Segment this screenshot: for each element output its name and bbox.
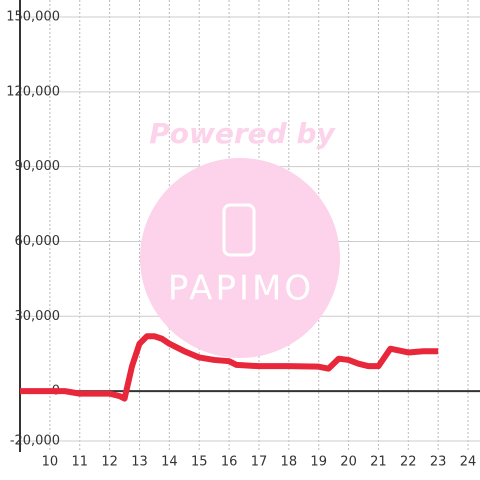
y-tick-label: 30,000 (15, 309, 61, 324)
x-tick-label: 13 (131, 455, 148, 470)
x-tick-label: 18 (281, 455, 298, 470)
watermark-bottom: PAPIMO (168, 269, 314, 309)
y-tick-label: 60,000 (15, 234, 61, 249)
x-tick-label: 15 (191, 455, 208, 470)
x-tick-label: 21 (370, 455, 387, 470)
y-tick-label: -20,000 (10, 434, 60, 449)
watermark-top: Powered by (149, 117, 336, 150)
x-tick-label: 10 (42, 455, 59, 470)
y-tick-label: 90,000 (15, 159, 61, 174)
x-tick-label: 19 (310, 455, 327, 470)
y-tick-label: 120,000 (6, 84, 60, 99)
x-tick-label: 22 (400, 455, 417, 470)
x-tick-label: 20 (340, 455, 357, 470)
x-tick-label: 23 (430, 455, 447, 470)
x-tick-label: 11 (71, 455, 88, 470)
watermark-icon (222, 203, 256, 257)
x-tick-label: 14 (161, 455, 178, 470)
line (20, 333, 439, 402)
x-tick-label: 12 (101, 455, 118, 470)
x-tick-label: 17 (251, 455, 268, 470)
y-tick-label: 150,000 (6, 10, 60, 25)
watermark-circle (140, 158, 340, 358)
x-tick-label: 16 (221, 455, 238, 470)
x-tick-label: 24 (460, 455, 477, 470)
